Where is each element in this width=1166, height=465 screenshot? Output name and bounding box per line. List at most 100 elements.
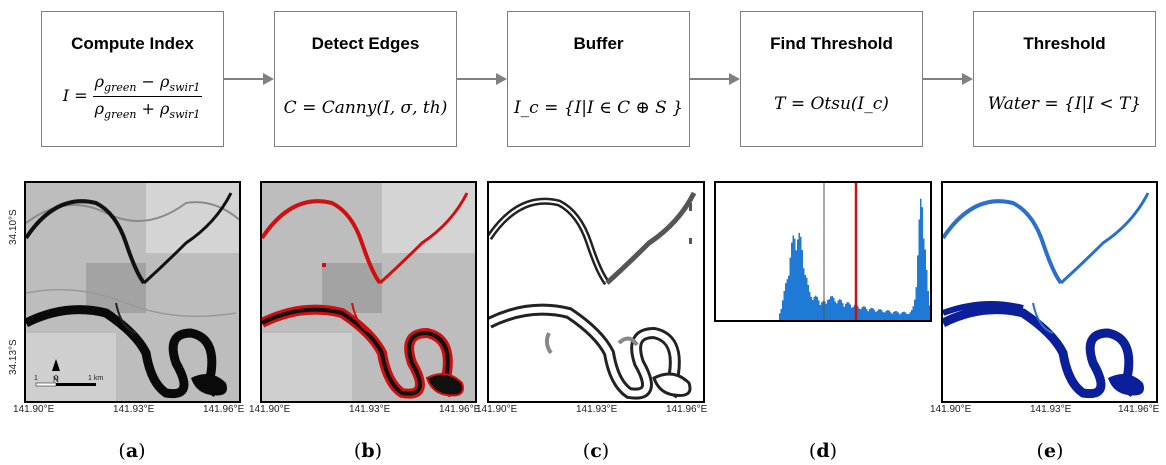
histogram-bar: [807, 284, 809, 320]
canny-formula: C = Canny(I, σ, th): [283, 98, 448, 118]
panel-e-lon-1: 141.93°E: [1030, 404, 1072, 415]
histogram-svg: [779, 183, 933, 322]
histogram-bar: [911, 310, 913, 320]
histogram-bar: [878, 309, 880, 320]
histogram-bar: [902, 311, 904, 320]
histogram-bar: [893, 311, 895, 320]
histogram-bar: [801, 250, 803, 320]
histogram-bar: [890, 312, 892, 320]
histogram-bar: [828, 299, 830, 320]
panel-a-lon-2: 141.96°E: [203, 404, 245, 415]
histogram-bar: [858, 308, 860, 320]
threshold-box: Threshold Water = {I|I < T}: [973, 11, 1156, 147]
histogram-bar: [839, 299, 841, 320]
panel-a-grayscale-index: N 1 0 1 km: [24, 181, 241, 403]
histogram-bar: [912, 306, 914, 320]
compute-index-title: Compute Index: [71, 34, 194, 53]
water-formula: Water = {I|I < T}: [987, 94, 1142, 114]
histogram-bar: [861, 307, 863, 320]
histogram-bar: [849, 304, 851, 320]
arrow-4: [923, 73, 973, 85]
histogram-bar: [798, 232, 800, 320]
histogram-bar: [860, 309, 862, 320]
histogram-bar: [804, 275, 806, 320]
histogram-bar: [783, 291, 785, 320]
histogram-bar: [851, 307, 853, 320]
panel-a-lon-1: 141.93°E: [113, 404, 155, 415]
histogram-bar: [813, 296, 815, 320]
histogram-bar: [920, 198, 922, 320]
histogram-bar: [885, 310, 887, 320]
caption-b: (b): [353, 440, 383, 462]
histogram-bar: [827, 299, 829, 320]
panel-c-image: [489, 183, 703, 401]
histogram-bar: [803, 268, 805, 320]
histogram-bar: [896, 311, 898, 320]
histogram-bar: [906, 314, 908, 320]
histogram-bar: [810, 296, 812, 320]
histogram-bar: [897, 312, 899, 320]
histogram-bar: [927, 290, 929, 320]
histogram-bar: [899, 314, 901, 320]
histogram-bar: [879, 309, 881, 320]
histogram-bar: [821, 302, 823, 320]
histogram-bar: [875, 311, 877, 320]
histogram-bar: [894, 311, 896, 320]
histogram-bar: [846, 302, 848, 320]
caption-d: (d): [808, 440, 838, 462]
panel-b-image: [262, 183, 475, 401]
north-label: N: [53, 375, 59, 384]
caption-a: (a): [118, 440, 146, 462]
index-formula: I = ρgreen − ρswir1 ρgreen + ρswir1: [42, 72, 223, 121]
histogram-bar: [857, 305, 859, 320]
histogram-bar: [931, 313, 933, 322]
histogram-bar: [822, 300, 824, 320]
scalebar-label-0: 0: [54, 375, 58, 382]
threshold-title: Threshold: [1023, 34, 1106, 53]
histogram-bar: [786, 279, 788, 320]
histogram-bar: [797, 239, 799, 320]
histogram-bar: [818, 300, 820, 320]
histogram-bars: [779, 198, 933, 322]
histogram-bar: [800, 236, 802, 320]
otsu-formula: T = Otsu(I_c): [774, 94, 889, 114]
histogram-bar: [884, 312, 886, 320]
histogram-bar: [836, 303, 838, 320]
panel-b-lon-1: 141.93°E: [349, 404, 391, 415]
histogram-bar: [867, 311, 869, 320]
histogram-bar: [891, 313, 893, 320]
histogram-bar: [872, 308, 874, 320]
histogram-bar: [842, 303, 844, 320]
histogram-bar: [869, 309, 871, 320]
histogram-bar: [870, 307, 872, 320]
histogram-bar: [848, 302, 850, 320]
histogram-bar: [882, 312, 884, 320]
histogram-bar: [837, 300, 839, 320]
lat-label-top: 34.10°S: [8, 209, 19, 245]
find-threshold-title: Find Threshold: [770, 34, 893, 53]
histogram-bar: [881, 310, 883, 320]
find-threshold-box: Find Threshold T = Otsu(I_c): [740, 11, 923, 147]
histogram-bar: [876, 310, 878, 320]
histogram-bar: [815, 295, 817, 320]
histogram-bar: [794, 238, 796, 320]
panel-c-lon-2: 141.96°E: [666, 404, 708, 415]
buffer-formula: I_c = {I|I ∈ C ⊕ S }: [513, 98, 684, 118]
histogram-bar: [843, 306, 845, 320]
histogram-bar: [903, 311, 905, 320]
histogram-bar: [845, 303, 847, 320]
histogram-bar: [915, 287, 917, 320]
histogram-bar: [824, 301, 826, 320]
index-lhs: I =: [62, 86, 88, 106]
histogram-bar: [888, 310, 890, 320]
histogram-bar: [917, 255, 919, 320]
panel-a-lon-0: 141.90°E: [13, 404, 55, 415]
histogram-bar: [816, 296, 818, 320]
histogram-bar: [779, 313, 781, 320]
scalebar-label-1: 1: [34, 375, 38, 382]
histogram-bar: [900, 313, 902, 320]
histogram-bar: [914, 299, 916, 320]
detect-edges-box: Detect Edges C = Canny(I, σ, th): [274, 11, 457, 147]
histogram-bar: [873, 309, 875, 320]
histogram-bar: [923, 238, 925, 320]
